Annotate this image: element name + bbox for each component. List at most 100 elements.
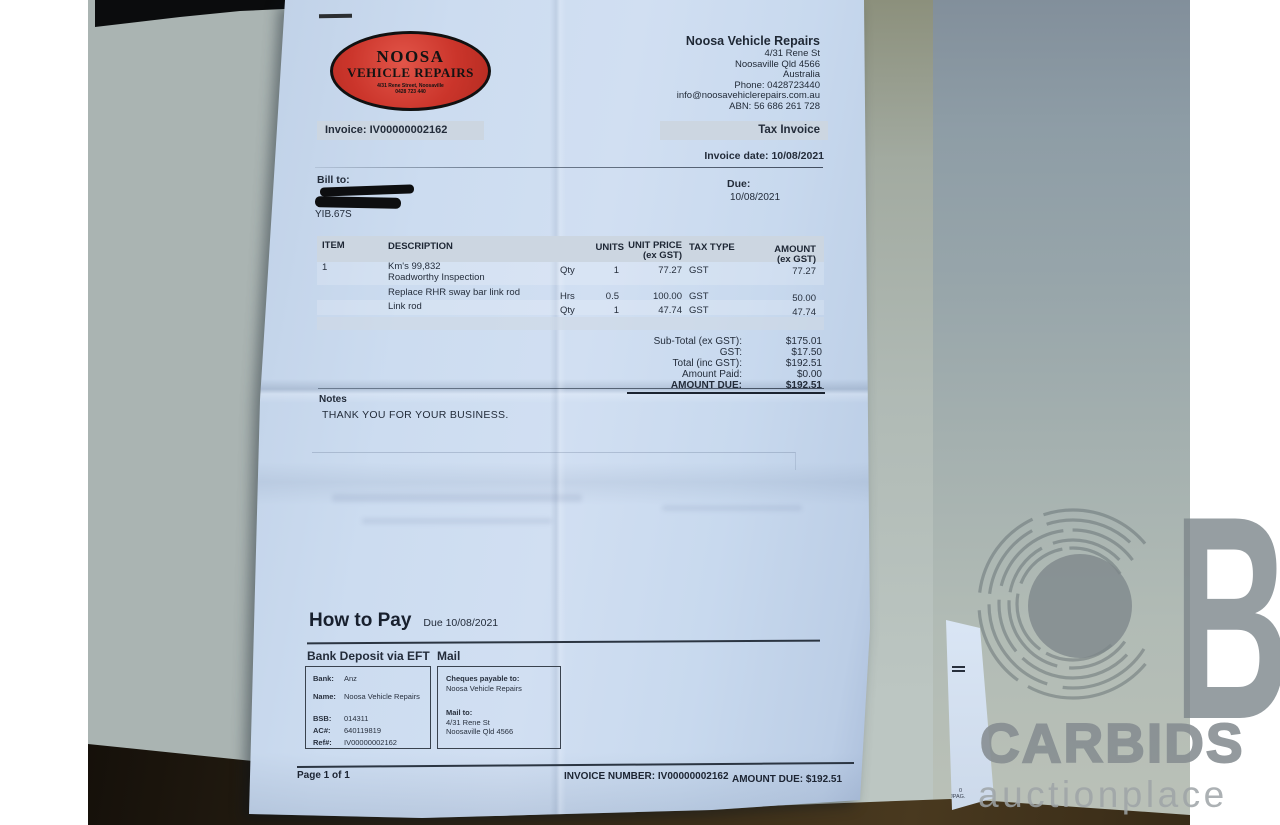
row3-tax: GST (689, 305, 709, 316)
total-label: Total (inc GST): (672, 358, 742, 369)
row2-desc1: Replace RHR sway bar link rod (388, 287, 520, 298)
col-header-unit-price-sub: (ex GST) (642, 250, 682, 261)
company-address-block: Noosa Vehicle Repairs 4/31 Rene St Noosa… (677, 34, 820, 113)
row1-price: 77.27 (658, 265, 682, 276)
amount-paid-value: $0.00 (796, 369, 822, 380)
how-to-pay-due: Due 10/08/2021 (423, 617, 499, 629)
amount-due-underline (627, 392, 825, 394)
bill-to-label: Bill to: (317, 174, 350, 186)
how-to-pay-title: How to Pay (309, 610, 412, 631)
invoice-paper-wrap: NOOSA VEHICLE REPAIRS 4/31 Rene Street, … (242, 0, 872, 818)
header-divider (315, 167, 823, 168)
subtotal-label: Sub-Total (ex GST): (653, 336, 742, 347)
mail-to-label: Mail to: (446, 708, 473, 717)
eft-section-title: Bank Deposit via EFT (307, 649, 430, 663)
invoice-date: Invoice date: 10/08/2021 (704, 150, 824, 162)
cheques-payable-value: Noosa Vehicle Repairs (446, 684, 522, 693)
col-header-units: UNITS (595, 242, 625, 253)
company-address2: Noosaville Qld 4566 (734, 58, 820, 70)
due-date: 10/08/2021 (730, 192, 781, 203)
eft-bank-value: Anz (344, 674, 357, 683)
invoice-number-bar: Invoice: IV00000002162 (317, 121, 484, 140)
table-bottom-band (317, 317, 824, 330)
table-row-band (317, 262, 824, 285)
mail-to-addr1: 4/31 Rene St (446, 718, 490, 727)
show-through-smudge (362, 518, 552, 524)
company-address1: 4/31 Rene St (764, 48, 820, 59)
logo-phone: 0428 723 440 (395, 88, 426, 95)
eft-details-box: Bank: Anz Name: Noosa Vehicle Repairs BS… (305, 666, 431, 749)
row1-desc1: Km's 99,832 (388, 261, 441, 272)
how-to-pay-divider (306, 639, 821, 645)
back-sheet-tiny-text: 0 JPAG. (950, 788, 966, 800)
eft-name-label: Name: (313, 692, 336, 701)
mail-section-title: Mail (437, 649, 461, 663)
footer-page: Page 1 of 1 (297, 770, 350, 781)
gst-label: GST: (719, 347, 742, 358)
amount-due-value: $192.51 (785, 380, 822, 391)
eft-ac-label: AC#: (313, 726, 331, 735)
eft-ref-label: Ref#: (313, 738, 332, 747)
company-abn: ABN: 56 686 261 728 (729, 100, 820, 112)
row1-type: Qty (560, 265, 575, 276)
invoice-document: NOOSA VEHICLE REPAIRS 4/31 Rene Street, … (249, 0, 870, 818)
vehicle-rego: YIB.67S (315, 209, 352, 220)
row1-tax: GST (689, 265, 709, 276)
row2-price: 100.00 (652, 291, 682, 302)
row1-desc2: Roadworthy Inspection (388, 272, 485, 283)
notes-label: Notes (319, 394, 347, 405)
mail-to-addr2: Noosaville Qld 4566 (446, 727, 514, 736)
col-header-unit-price: UNIT PRICE (628, 240, 682, 251)
row1-units: 1 (613, 265, 619, 276)
row2-tax: GST (689, 291, 709, 302)
eft-bank-label: Bank: (313, 674, 334, 683)
row2-type: Hrs (560, 291, 575, 302)
redacted-customer-name (319, 184, 415, 197)
company-address3: Australia (783, 69, 820, 81)
cheques-payable-label: Cheques payable to: (446, 674, 520, 683)
footer-amount-due: AMOUNT DUE: $192.51 (732, 774, 843, 785)
eft-name-value: Noosa Vehicle Repairs (344, 692, 420, 701)
tax-invoice-bar: Tax Invoice (660, 121, 828, 140)
col-header-description: DESCRIPTION (388, 241, 453, 252)
table-header-band (317, 236, 824, 262)
show-through-smudge (332, 494, 582, 502)
footer-invoice-number: INVOICE NUMBER: IV00000002162 (564, 771, 729, 782)
how-to-pay-heading: How to Pay Due 10/08/2021 (309, 610, 498, 632)
amount-paid-label: Amount Paid: (681, 369, 742, 380)
row3-type: Qty (560, 305, 575, 316)
logo-line1: NOOSA (376, 46, 445, 66)
eft-ref-value: IV00000002162 (344, 738, 397, 747)
table-row-band (317, 300, 824, 315)
company-email: info@noosavehiclerepairs.com.au (676, 90, 820, 102)
logo-address: 4/31 Rene Street, Noosaville (377, 82, 444, 89)
row1-item: 1 (322, 262, 328, 273)
row3-units: 1 (613, 305, 619, 316)
col-header-item: ITEM (322, 240, 345, 251)
total-value: $192.51 (785, 358, 822, 369)
show-through-smudge (662, 505, 802, 511)
due-label: Due: (727, 178, 751, 190)
eft-ac-value: 640119819 (344, 726, 381, 735)
col-header-amount: AMOUNT (774, 244, 816, 255)
redacted-customer-address (314, 196, 402, 209)
row2-units: 0.5 (605, 291, 619, 302)
row3-desc1: Link rod (388, 301, 422, 312)
eft-bsb-value: 014311 (344, 714, 369, 723)
row1-amount: 77.27 (792, 266, 816, 277)
footer-divider (296, 762, 855, 768)
pen-dash-mark (952, 666, 965, 668)
notes-text: THANK YOU FOR YOUR BUSINESS. (322, 409, 509, 421)
amount-due-label: AMOUNT DUE: (670, 380, 742, 391)
col-header-tax-type: TAX TYPE (689, 242, 735, 253)
subtotal-value: $175.01 (785, 336, 822, 347)
notes-divider (318, 388, 824, 389)
company-phone: Phone: 0428723440 (734, 79, 820, 91)
gst-value: $17.50 (791, 347, 822, 358)
mail-details-box: Cheques payable to: Noosa Vehicle Repair… (437, 666, 561, 749)
print-registration-dash (318, 13, 353, 19)
noosa-vehicle-repairs-logo: NOOSA VEHICLE REPAIRS 4/31 Rene Street, … (330, 31, 491, 111)
pen-dash-mark (952, 670, 965, 672)
col-header-amount-sub: (ex GST) (776, 254, 816, 265)
